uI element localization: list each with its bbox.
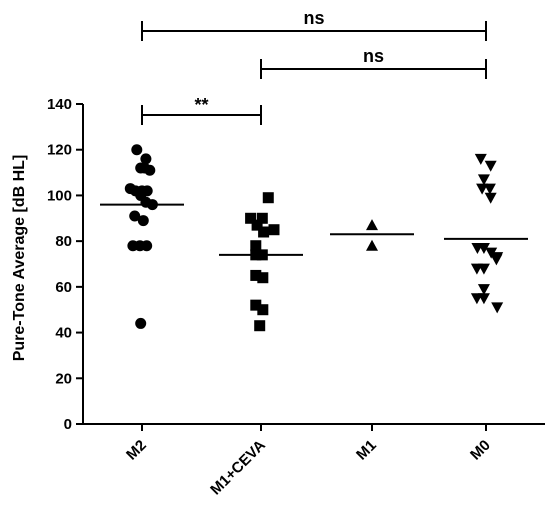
data-point-square	[257, 304, 269, 316]
data-point-square	[250, 269, 262, 281]
data-point-circle	[137, 215, 149, 227]
significance-bracket	[141, 105, 262, 125]
x-tick-label: M1	[353, 437, 380, 464]
y-tick-label: 0	[64, 416, 72, 433]
data-point-circle	[146, 199, 158, 211]
data-point-circle	[135, 317, 147, 329]
x-axis: M2 M1+CEVA M1 M0	[82, 423, 545, 499]
data-point-triangle-up	[366, 239, 378, 251]
data-point-square	[262, 192, 274, 204]
data-point-triangle-down	[491, 302, 504, 314]
data-points	[124, 144, 504, 332]
data-point-square	[256, 249, 268, 261]
significance-label: **	[194, 95, 208, 115]
data-point-square	[256, 212, 268, 224]
y-tick-label: 40	[55, 325, 72, 342]
significance-brackets: ** ns ns	[141, 8, 487, 125]
x-tick-label: M2	[123, 437, 150, 464]
significance-label: ns	[363, 46, 384, 66]
data-point-triangle-down	[485, 247, 498, 259]
data-point-triangle-down	[474, 153, 487, 165]
y-axis: 0 20 40 60 80 100 120 140	[47, 96, 84, 433]
mean-lines	[100, 203, 528, 256]
data-point-triangle-down	[477, 284, 490, 296]
data-point-circle	[140, 153, 152, 165]
data-point-triangle-down	[490, 254, 503, 266]
data-point-square	[250, 299, 262, 311]
data-point-circle	[141, 240, 153, 252]
data-point-triangle-up	[366, 219, 378, 231]
data-point-square	[251, 219, 263, 231]
data-point-circle	[131, 144, 143, 156]
data-point-triangle-down	[476, 183, 489, 195]
y-tick-label: 80	[55, 233, 72, 250]
y-axis-title: Pure-Tone Average [dB HL]	[11, 155, 28, 362]
y-tick-label: 20	[55, 370, 72, 387]
data-point-triangle-down	[484, 192, 497, 204]
x-tick-label: M0	[467, 437, 494, 464]
data-point-square	[254, 320, 266, 332]
significance-bracket	[141, 21, 487, 41]
y-tick-label: 60	[55, 279, 72, 296]
data-point-square	[257, 272, 269, 284]
data-point-square	[245, 212, 257, 224]
data-point-circle	[129, 210, 141, 222]
data-point-square	[258, 226, 270, 238]
data-point-square	[268, 224, 280, 236]
x-tick-label: M1+CEVA	[207, 437, 269, 499]
y-tick-label: 120	[47, 142, 72, 159]
y-tick-label: 100	[47, 187, 72, 204]
y-tick-label: 140	[47, 96, 72, 113]
data-point-triangle-down	[477, 263, 490, 275]
data-point-triangle-down	[484, 160, 497, 172]
data-point-triangle-down	[477, 293, 490, 305]
data-point-triangle-down	[483, 183, 496, 195]
significance-bracket	[260, 59, 487, 79]
data-point-circle	[144, 164, 156, 176]
data-point-square	[250, 249, 262, 261]
data-point-triangle-down	[477, 174, 490, 186]
data-point-triangle-down	[477, 243, 490, 254]
significance-label: ns	[303, 8, 324, 28]
data-point-square	[250, 240, 262, 252]
